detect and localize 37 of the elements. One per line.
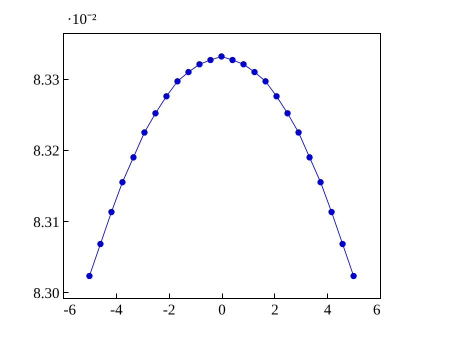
y-tick-label: 8.30 <box>33 286 60 302</box>
point <box>251 68 258 76</box>
x-tick-label: -6 <box>64 302 76 318</box>
point <box>350 272 357 280</box>
point <box>108 208 115 216</box>
point <box>163 93 170 100</box>
point <box>229 56 236 64</box>
point <box>328 208 335 216</box>
point <box>240 61 247 68</box>
point <box>141 129 148 136</box>
point <box>185 68 192 76</box>
y-tick-label: 8.33 <box>33 72 60 89</box>
point <box>218 53 225 60</box>
point <box>196 61 203 68</box>
x-tick-label: -2 <box>162 302 176 318</box>
x-tick-label: 6 <box>373 302 381 318</box>
x-tick-label: 0 <box>218 302 226 318</box>
point <box>273 93 280 100</box>
x-tick-label: 2 <box>271 302 279 318</box>
point <box>130 154 137 160</box>
text: ·10⁻² <box>67 12 97 28</box>
y-tick-label: 8.32 <box>33 144 60 160</box>
point <box>262 78 269 84</box>
point <box>119 179 126 186</box>
y-tick-label: 8.31 <box>33 214 60 231</box>
point <box>306 154 313 160</box>
point <box>152 110 159 116</box>
point <box>86 272 93 280</box>
point <box>295 129 302 136</box>
point <box>97 240 104 248</box>
point <box>284 110 291 116</box>
point <box>339 240 346 248</box>
x-tick-label: 4 <box>324 302 332 318</box>
point <box>207 56 214 64</box>
point <box>174 78 181 84</box>
point <box>317 179 324 186</box>
x-tick-label: -4 <box>110 302 124 318</box>
